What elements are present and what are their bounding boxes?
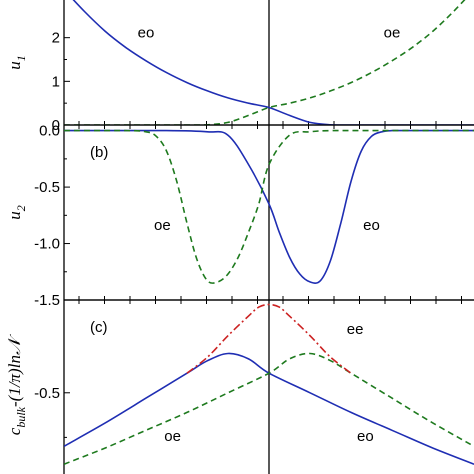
panel-1: 0 1 2 eo oe u1: [5, 0, 474, 134]
y-axis-label: u2: [5, 205, 28, 220]
series-annotation: eo: [363, 217, 380, 234]
y-tick-label: 0: [52, 117, 60, 134]
y-tick-label: -0.5: [34, 385, 60, 402]
y-tick-label: 2: [52, 30, 60, 47]
y-tick-label: -1.0: [34, 236, 60, 253]
series-annotation: eo: [357, 428, 374, 445]
panel-label: (b): [90, 144, 108, 161]
series-oe-line: [64, 352, 474, 465]
series-eo-line: [72, 0, 474, 125]
y-tick-label: -0.5: [34, 179, 60, 196]
series-annotation: oe: [384, 25, 401, 42]
y-tick-label: 1: [52, 73, 60, 90]
y-axis-label: u1: [5, 55, 28, 70]
series-oe-line: [64, 129, 474, 284]
series-annotation: oe: [154, 217, 171, 234]
y-tick-label: -1.5: [34, 292, 60, 309]
series-annotation: ee: [347, 321, 364, 338]
series-eo-line: [64, 352, 474, 465]
series-eo-line: [64, 129, 474, 284]
y-tick-label: 0.0: [39, 123, 60, 140]
series-annotation: oe: [164, 428, 181, 445]
panel-3: -0.5-1.0eeoeeo(c)cbulk-(1/π)ln𝒩: [5, 299, 474, 474]
panel-2: 0.0 -0.5 -1.0 -1.5 oe eo (b) u2: [5, 123, 474, 309]
panel-label: (c): [90, 319, 108, 336]
y-axis-label: cbulk-(1/π)ln𝒩: [5, 333, 28, 435]
series-annotation: eo: [138, 25, 155, 42]
series-ee-line: [186, 303, 352, 374]
